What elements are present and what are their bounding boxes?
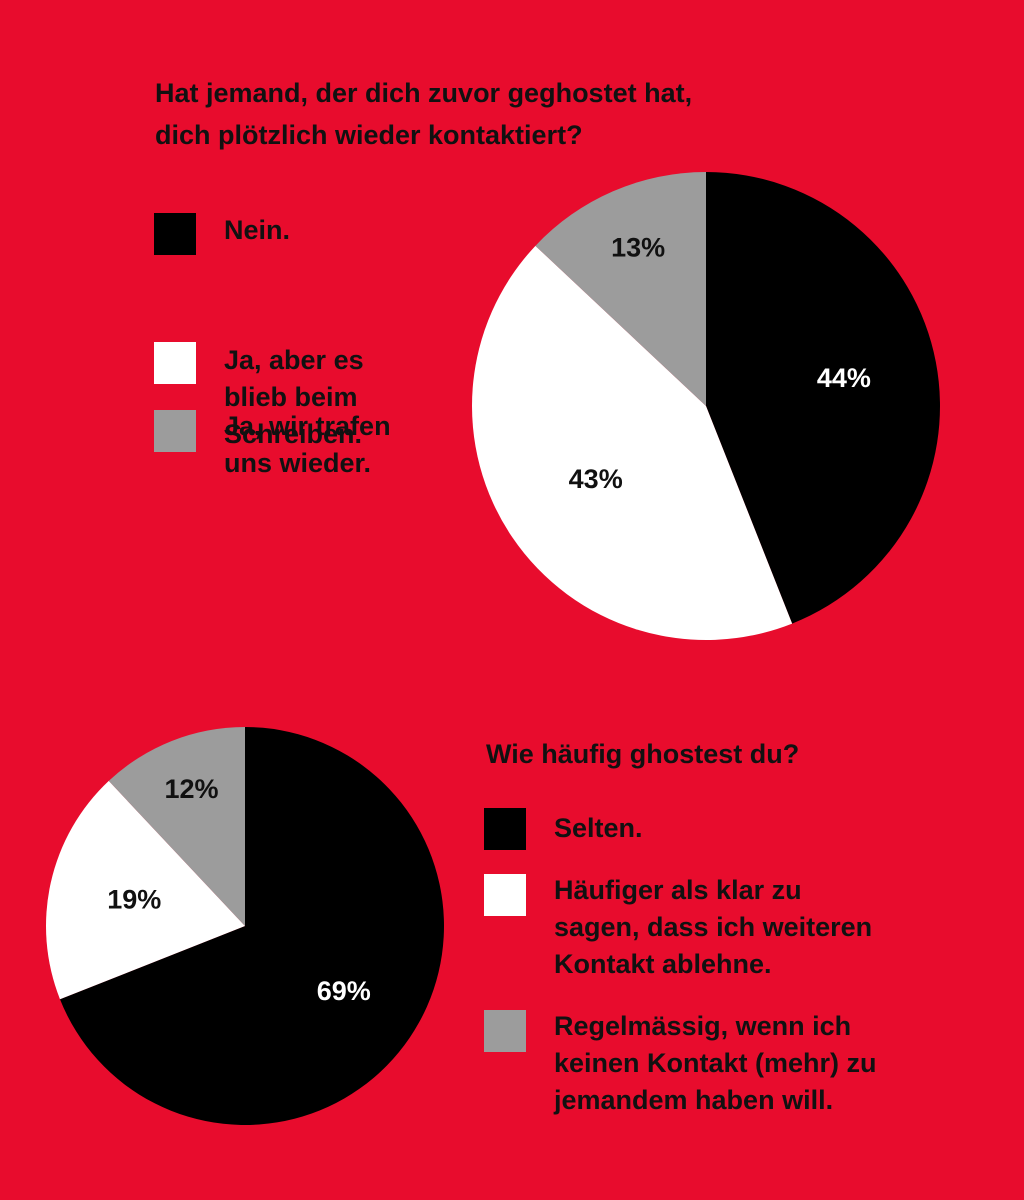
legend-label: Nein. <box>224 215 291 245</box>
legend-item-ja-schreiben: Ja, aber es blieb beim Schreiben. <box>154 276 391 449</box>
slice-value-label: 44% <box>817 363 871 393</box>
slice-value-label: 19% <box>107 884 161 914</box>
legend-item-selten: Selten. <box>484 808 877 872</box>
pie-slice-2 <box>46 780 245 1000</box>
chart-1-title: Hat jemand, der dich zuvor geghostet hat… <box>155 78 693 150</box>
pie-slice-1 <box>706 172 940 624</box>
slice-value-label: 13% <box>611 232 665 262</box>
slice-value-label: 43% <box>569 464 623 494</box>
legend-swatch-white <box>484 874 526 916</box>
chart-1-pie: 44% 43% 13% <box>471 172 940 641</box>
slice-value-label: 12% <box>164 774 218 804</box>
pie-slice-3 <box>535 172 706 406</box>
legend-swatch-black <box>154 213 196 255</box>
legend-label: Ja, aber es blieb beim Schreiben. <box>224 345 364 449</box>
chart-2-pie: 69% 19% 12% <box>46 727 444 1125</box>
legend-label: Ja, wir trafen uns wieder. <box>224 411 391 478</box>
pie-slice-1 <box>59 727 444 1125</box>
legend-swatch-gray <box>484 1010 526 1052</box>
legend-item-ja-trafen: Ja, wir trafen uns wieder. <box>154 408 391 488</box>
slice-value-label: 69% <box>317 976 371 1006</box>
legend-swatch-white <box>154 342 196 384</box>
legend-item-regelmaessig: Regelmässig, wenn ich keinen Kontakt (me… <box>484 1008 877 1128</box>
legend-swatch-black <box>484 808 526 850</box>
legend-item-nein: Nein. <box>154 212 391 276</box>
chart-2-title: Wie häufig ghostest du? <box>486 739 800 769</box>
pie-slice-3 <box>108 727 246 926</box>
chart-2-legend: Selten. Häufiger als klar zu sagen, dass… <box>484 808 877 1128</box>
chart-1-legend: Nein. Ja, aber es blieb beim Schreiben. … <box>154 212 391 488</box>
pie-slice-2 <box>471 245 793 641</box>
legend-label: Häufiger als klar zu sagen, dass ich wei… <box>554 875 873 979</box>
legend-item-haeufiger: Häufiger als klar zu sagen, dass ich wei… <box>484 872 877 1008</box>
legend-label: Regelmässig, wenn ich keinen Kontakt (me… <box>554 1011 877 1115</box>
legend-label: Selten. <box>554 813 643 843</box>
legend-swatch-gray <box>154 410 196 452</box>
